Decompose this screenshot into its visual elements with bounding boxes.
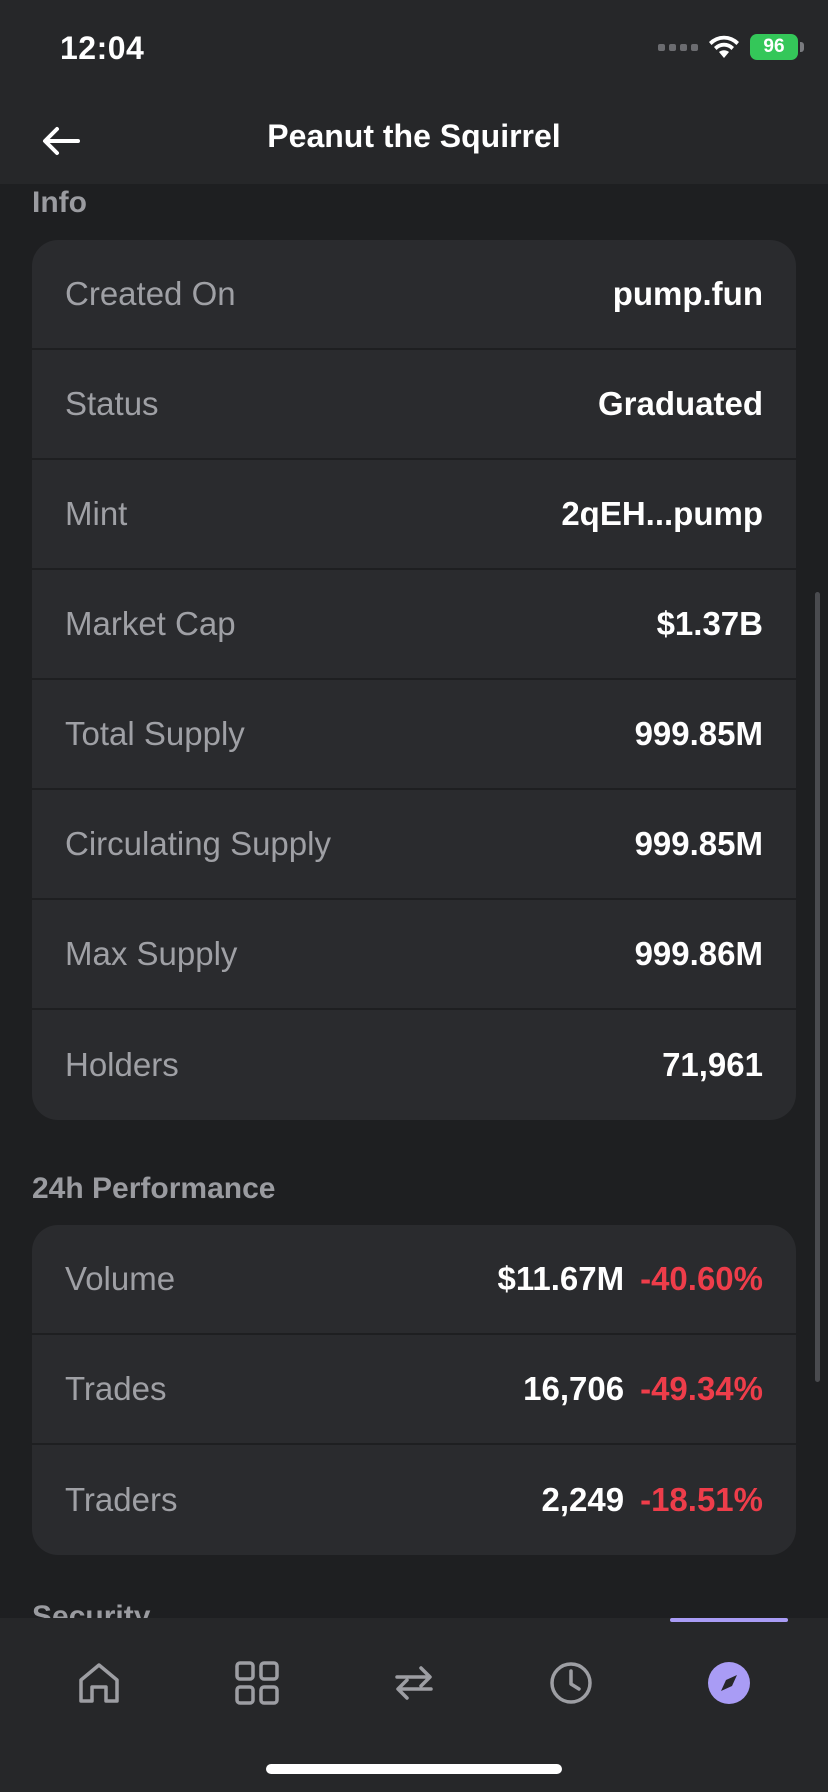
nav-explore[interactable] bbox=[694, 1648, 764, 1718]
info-card: Created On pump.fun Status Graduated Min… bbox=[32, 240, 796, 1120]
row-values: 16,706 -49.34% bbox=[523, 1370, 763, 1408]
home-icon bbox=[79, 1663, 119, 1703]
info-row-total-supply: Total Supply 999.85M bbox=[32, 680, 796, 790]
row-value: 999.86M bbox=[634, 935, 763, 972]
nav-home[interactable] bbox=[64, 1648, 134, 1718]
row-values: $11.67M -40.60% bbox=[497, 1260, 763, 1298]
back-button[interactable] bbox=[36, 116, 86, 166]
battery-icon: 96 bbox=[750, 34, 804, 60]
nav-grid[interactable] bbox=[222, 1648, 292, 1718]
row-value: 999.85M bbox=[634, 825, 763, 862]
info-row-market-cap: Market Cap $1.37B bbox=[32, 570, 796, 680]
row-value: 999.85M bbox=[634, 715, 763, 752]
swap-icon bbox=[395, 1666, 433, 1700]
row-label: Status bbox=[65, 385, 159, 422]
info-section-title: Info bbox=[32, 186, 87, 219]
info-row-max-supply: Max Supply 999.86M bbox=[32, 900, 796, 1010]
cellular-signal-icon bbox=[658, 43, 698, 51]
info-row-holders: Holders 71,961 bbox=[32, 1010, 796, 1120]
performance-row-traders: Traders 2,249 -18.51% bbox=[32, 1445, 796, 1555]
scrollbar[interactable] bbox=[815, 592, 820, 1382]
info-row-circulating-supply: Circulating Supply 999.85M bbox=[32, 790, 796, 900]
info-row-created-on: Created On pump.fun bbox=[32, 240, 796, 350]
row-label: Max Supply bbox=[65, 935, 238, 972]
battery-level: 96 bbox=[763, 36, 785, 57]
wifi-icon bbox=[709, 35, 739, 58]
row-label: Mint bbox=[65, 495, 128, 532]
row-label: Created On bbox=[65, 275, 236, 312]
row-values: 2,249 -18.51% bbox=[541, 1481, 763, 1519]
bottom-nav bbox=[0, 1618, 828, 1792]
row-value: $1.37B bbox=[656, 605, 763, 642]
row-value: Graduated bbox=[597, 385, 763, 422]
row-value: 16,706 bbox=[523, 1370, 625, 1407]
row-value: $11.67M bbox=[497, 1260, 625, 1297]
row-label: Trades bbox=[65, 1370, 167, 1407]
row-change: -49.34% bbox=[640, 1370, 763, 1407]
row-value: pump.fun bbox=[612, 275, 763, 312]
top-bar: 12:04 96 Peanut the Squirrel bbox=[0, 0, 828, 184]
row-change: -18.51% bbox=[640, 1481, 763, 1518]
row-label: Holders bbox=[65, 1046, 179, 1083]
row-value: 71,961 bbox=[662, 1046, 763, 1083]
status-time: 12:04 bbox=[60, 30, 145, 66]
compass-icon bbox=[708, 1662, 750, 1704]
page-title: Peanut the Squirrel bbox=[267, 118, 561, 154]
performance-card: Volume $11.67M -40.60% Trades 16,706 -49… bbox=[32, 1225, 796, 1555]
mint-address[interactable]: 2qEH...pump bbox=[561, 495, 763, 532]
clock-icon bbox=[550, 1662, 592, 1704]
row-label: Volume bbox=[65, 1260, 176, 1297]
active-tab-indicator bbox=[670, 1618, 788, 1622]
status-icons: 96 bbox=[658, 34, 804, 60]
row-label: Circulating Supply bbox=[65, 825, 331, 862]
nav-history[interactable] bbox=[536, 1648, 606, 1718]
info-row-status: Status Graduated bbox=[32, 350, 796, 460]
home-indicator bbox=[266, 1764, 562, 1774]
grid-icon bbox=[235, 1661, 279, 1705]
arrow-left-icon bbox=[43, 127, 80, 155]
row-label: Total Supply bbox=[65, 715, 245, 752]
row-label: Market Cap bbox=[65, 605, 236, 642]
nav-swap[interactable] bbox=[379, 1648, 449, 1718]
performance-section-title: 24h Performance bbox=[32, 1172, 276, 1205]
performance-row-trades: Trades 16,706 -49.34% bbox=[32, 1335, 796, 1445]
performance-row-volume: Volume $11.67M -40.60% bbox=[32, 1225, 796, 1335]
info-row-mint[interactable]: Mint 2qEH...pump bbox=[32, 460, 796, 570]
row-label: Traders bbox=[65, 1481, 178, 1518]
row-change: -40.60% bbox=[640, 1260, 763, 1297]
row-value: 2,249 bbox=[541, 1481, 625, 1518]
